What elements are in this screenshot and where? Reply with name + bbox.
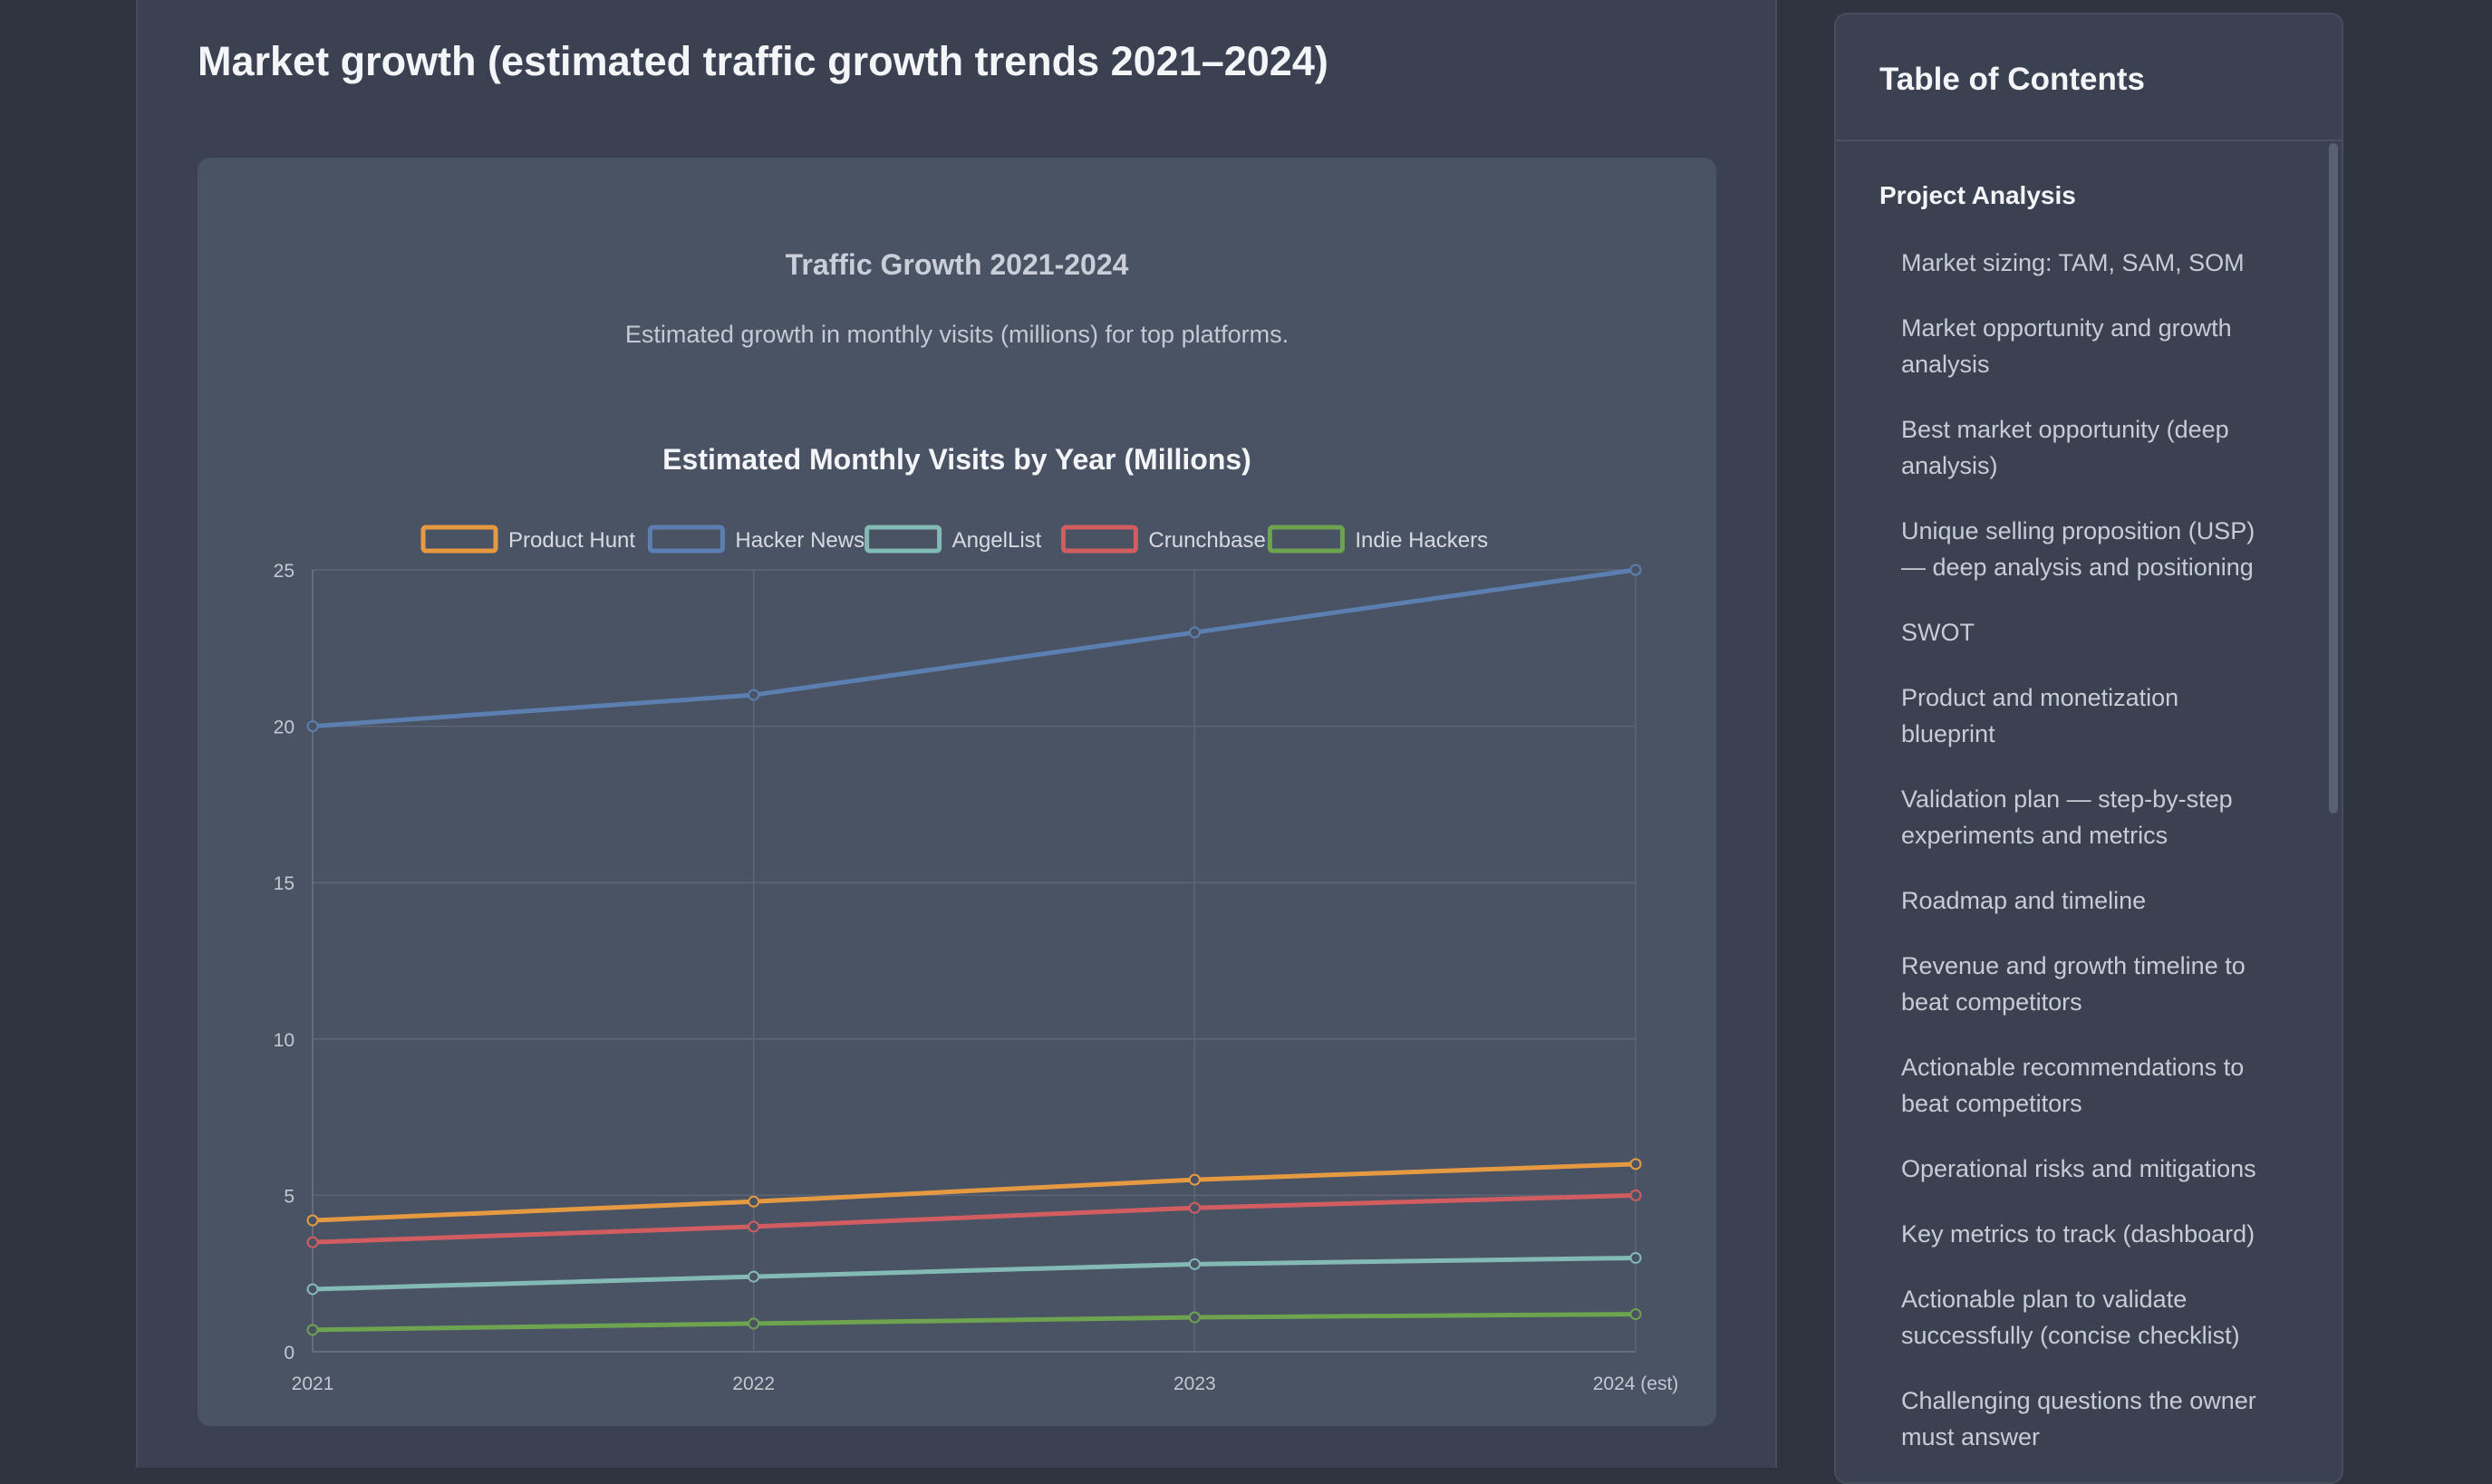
toc-item-line: Key metrics to track (dashboard): [1901, 1220, 2255, 1248]
data-point-hacker-news: [748, 689, 760, 701]
series-line-crunchbase: [310, 1192, 1638, 1245]
series-line-angellist: [310, 1255, 1638, 1292]
toc-item[interactable]: Unique selling proposition (USP) — deep a…: [1901, 513, 2300, 585]
toc-scrollbar[interactable]: [2329, 143, 2338, 814]
toc-title: Table of Contents: [1879, 62, 2145, 97]
series-line-hacker-news: [310, 567, 1638, 729]
data-point-crunchbase: [306, 1236, 319, 1248]
chart-title: Estimated Monthly Visits by Year (Millio…: [662, 443, 1251, 476]
legend-swatch-product-hunt: [420, 525, 498, 554]
toc-item[interactable]: Market opportunity and growth analysis: [1901, 310, 2300, 382]
line-chart: Estimated Monthly Visits by Year (Millio…: [274, 443, 1679, 1394]
data-point-hacker-news: [1188, 626, 1201, 639]
data-point-indie-hackers: [306, 1324, 319, 1336]
main-content-panel: Market growth (estimated traffic growth …: [136, 0, 1777, 1468]
data-point-indie-hackers: [1629, 1308, 1642, 1321]
legend-swatch-hacker-news: [647, 525, 725, 554]
toc-item-line: SWOT: [1901, 619, 1975, 646]
y-tick-label: 0: [284, 1343, 295, 1364]
toc-item-line: analysis: [1901, 351, 1990, 378]
toc-item[interactable]: Roadmap and timeline: [1901, 882, 2300, 919]
series-line-product-hunt: [310, 1161, 1638, 1223]
toc-item-line: Revenue and growth timeline to: [1901, 952, 2246, 979]
legend-label-product-hunt: Product Hunt: [508, 528, 635, 553]
chart-card-heading: Traffic Growth 2021-2024: [785, 248, 1129, 281]
toc-item[interactable]: Market sizing: TAM, SAM, SOM: [1901, 245, 2300, 281]
table-of-contents: Table of Contents Project Analysis Marke…: [1834, 13, 2343, 1484]
y-tick-label: 10: [274, 1030, 295, 1051]
toc-item[interactable]: SWOT: [1901, 614, 2300, 650]
x-tick-label: 2021: [292, 1373, 334, 1394]
legend-swatch-crunchbase: [1060, 525, 1138, 554]
legend-label-hacker-news: Hacker News: [735, 528, 864, 553]
data-point-product-hunt: [1188, 1173, 1201, 1186]
data-point-crunchbase: [748, 1220, 760, 1233]
toc-item-line: Operational risks and mitigations: [1901, 1155, 2256, 1182]
data-point-indie-hackers: [748, 1317, 760, 1330]
toc-item-line: Market sizing: TAM, SAM, SOM: [1901, 249, 2245, 276]
toc-item-line: blueprint: [1901, 720, 1995, 747]
data-point-product-hunt: [1629, 1158, 1642, 1171]
toc-item[interactable]: Product and monetization blueprint: [1901, 679, 2300, 752]
legend-swatch-angellist: [864, 525, 942, 554]
data-point-indie-hackers: [1188, 1311, 1201, 1324]
toc-item-line: analysis): [1901, 452, 1998, 479]
toc-item[interactable]: Challenging questions the owner must answ…: [1901, 1383, 2300, 1455]
toc-item[interactable]: Revenue and growth timeline to beat compe…: [1901, 948, 2300, 1020]
legend-label-indie-hackers: Indie Hackers: [1355, 528, 1488, 553]
toc-item-line: successfully (concise checklist): [1901, 1322, 2240, 1349]
y-tick-label: 20: [274, 718, 295, 738]
data-point-product-hunt: [748, 1195, 760, 1208]
toc-item-line: beat competitors: [1901, 988, 2082, 1016]
x-tick-label: 2024 (est): [1593, 1373, 1679, 1394]
toc-item-line: Roadmap and timeline: [1901, 887, 2147, 914]
toc-section-project-analysis[interactable]: Project Analysis: [1879, 181, 2076, 209]
toc-item-line: Market opportunity and growth: [1901, 314, 2232, 342]
toc-item-line: Validation plan — step-by-step: [1901, 785, 2233, 813]
data-point-crunchbase: [1188, 1201, 1201, 1214]
toc-item[interactable]: Best market opportunity (deep analysis): [1901, 411, 2300, 484]
data-point-angellist: [1629, 1251, 1642, 1264]
series-line-indie-hackers: [310, 1312, 1638, 1333]
data-point-product-hunt: [306, 1214, 319, 1227]
toc-item-line: Actionable recommendations to: [1901, 1054, 2245, 1081]
x-tick-label: 2023: [1174, 1373, 1216, 1394]
toc-header: Table of Contents: [1836, 14, 2342, 141]
toc-item[interactable]: Key metrics to track (dashboard): [1901, 1216, 2300, 1252]
legend-label-angellist: AngelList: [952, 528, 1042, 553]
toc-item-line: Product and monetization: [1901, 684, 2179, 711]
data-point-crunchbase: [1629, 1189, 1642, 1201]
y-tick-label: 25: [274, 561, 295, 582]
toc-item-line: — deep analysis and positioning: [1901, 554, 2254, 581]
toc-item-line: Best market opportunity (deep: [1901, 416, 2229, 443]
y-tick-label: 5: [284, 1186, 295, 1207]
x-tick-label: 2022: [732, 1373, 775, 1394]
toc-item-line: Actionable plan to validate: [1901, 1286, 2188, 1313]
toc-item-line: experiments and metrics: [1901, 822, 2168, 849]
toc-item-line: Unique selling proposition (USP): [1901, 517, 2255, 544]
data-point-hacker-news: [1629, 564, 1642, 576]
toc-item[interactable]: Operational risks and mitigations: [1901, 1151, 2300, 1187]
toc-item-line: Challenging questions the owner: [1901, 1387, 2256, 1414]
toc-item[interactable]: Actionable recommendations to beat compet…: [1901, 1049, 2300, 1122]
toc-item[interactable]: Validation plan — step-by-step experiment…: [1901, 781, 2300, 853]
legend-swatch-indie-hackers: [1267, 525, 1345, 554]
chart-card: Traffic Growth 2021-2024 Estimated growt…: [198, 158, 1716, 1426]
data-point-hacker-news: [306, 720, 319, 733]
data-point-angellist: [1188, 1258, 1201, 1270]
toc-item-line: must answer: [1901, 1423, 2041, 1450]
y-tick-label: 15: [274, 873, 295, 894]
section-title: Market growth (estimated traffic growth …: [198, 38, 1328, 84]
legend-label-crunchbase: Crunchbase: [1148, 528, 1265, 553]
data-point-angellist: [748, 1270, 760, 1283]
toc-item-line: beat competitors: [1901, 1090, 2082, 1117]
toc-item[interactable]: Actionable plan to validate successfully …: [1901, 1281, 2300, 1354]
data-point-angellist: [306, 1283, 319, 1296]
chart-card-subheading: Estimated growth in monthly visits (mill…: [624, 321, 1289, 348]
